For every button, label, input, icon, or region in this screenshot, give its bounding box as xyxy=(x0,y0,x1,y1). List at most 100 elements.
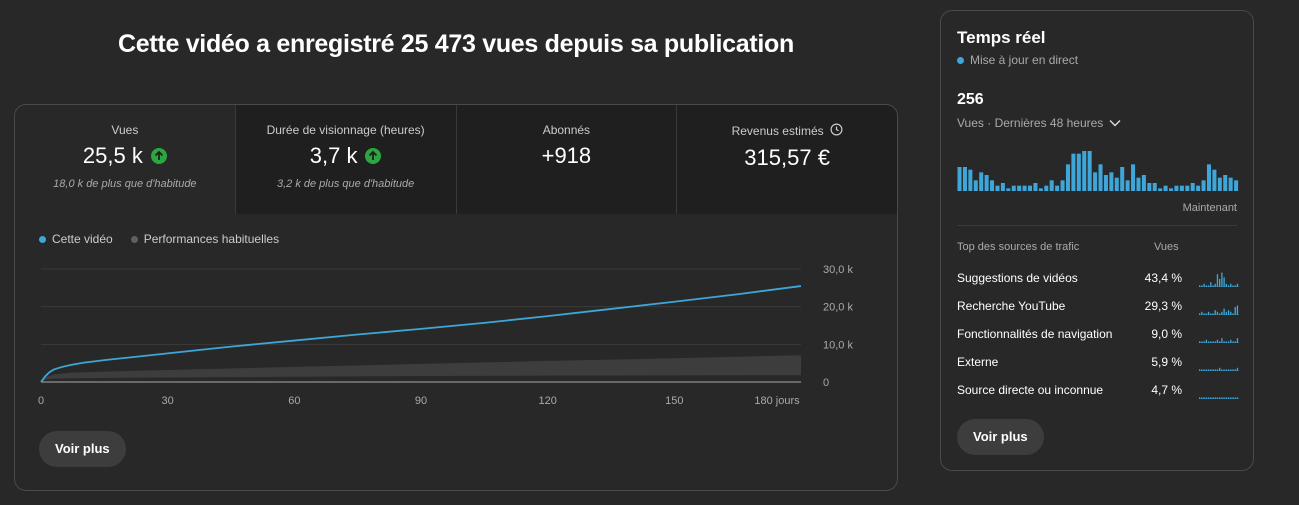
metric-label: Durée de visionnage (heures) xyxy=(266,123,425,137)
realtime-bar xyxy=(1028,185,1033,191)
sparkline-bar xyxy=(1219,397,1221,399)
sparkline-bar xyxy=(1225,341,1227,343)
sparkline-bar xyxy=(1225,369,1227,371)
legend-item-typical: Performances habituelles xyxy=(130,232,279,246)
sparkline-bar xyxy=(1227,310,1230,315)
sparkline-bar xyxy=(1212,313,1214,315)
sparkline-bar xyxy=(1219,313,1221,315)
metric-tab-revenue[interactable]: Revenus estimés 315,57 € xyxy=(677,105,897,214)
realtime-bar xyxy=(1147,183,1152,191)
legend-dot xyxy=(130,235,138,243)
realtime-bar xyxy=(1228,177,1233,191)
metric-label: Vues xyxy=(111,123,139,137)
realtime-bar xyxy=(1179,185,1184,191)
sparkline-bar xyxy=(1230,397,1232,399)
realtime-bar xyxy=(1011,185,1016,191)
realtime-bar-chart xyxy=(957,151,1239,191)
sparkline-bar xyxy=(1219,279,1221,287)
sparkline-bar xyxy=(1201,369,1203,371)
clock-icon xyxy=(830,123,843,139)
sparkline-bar xyxy=(1227,285,1230,287)
sparkline-bar xyxy=(1210,341,1212,343)
y-tick-label: 0 xyxy=(823,377,829,389)
see-more-button[interactable]: Voir plus xyxy=(39,431,126,467)
metric-value: 3,7 k xyxy=(310,143,382,169)
metric-tab-views[interactable]: Vues 25,5 k 18,0 k de plus que d'habitud… xyxy=(15,105,236,214)
sparkline-bar xyxy=(1216,339,1219,343)
metric-note: 3,2 k de plus que d'habitude xyxy=(276,178,415,190)
sparkline-bar xyxy=(1227,369,1230,371)
sparkline-bar xyxy=(1203,369,1205,371)
x-tick-label: 30 xyxy=(162,395,174,407)
realtime-bar xyxy=(1065,164,1070,191)
divider xyxy=(957,225,1237,226)
sparkline-bar xyxy=(1227,397,1230,399)
metric-tab-watch-time[interactable]: Durée de visionnage (heures) 3,7 k 3,2 k… xyxy=(235,105,457,214)
sparkline-bar xyxy=(1219,341,1221,343)
sparkline-bar xyxy=(1225,283,1227,287)
source-sparkline xyxy=(1199,367,1239,371)
sparkline-bar xyxy=(1199,369,1201,371)
sparkline-bar xyxy=(1207,285,1210,287)
realtime-bar xyxy=(1136,177,1141,191)
sparkline-bar xyxy=(1234,397,1236,399)
sparkline-bar xyxy=(1205,397,1207,399)
sparkline-bar xyxy=(1212,397,1214,399)
realtime-bar xyxy=(1125,180,1130,191)
realtime-bar xyxy=(1098,164,1103,191)
legend-item-this-video: Cette vidéo xyxy=(39,232,113,246)
see-more-realtime-button[interactable]: Voir plus xyxy=(957,419,1044,455)
x-tick-label: 0 xyxy=(38,395,44,407)
sparkline-bar xyxy=(1236,305,1239,315)
source-sparkline xyxy=(1199,272,1239,287)
x-tick-label: 180 jours xyxy=(754,395,800,407)
realtime-bar xyxy=(979,172,984,191)
realtime-bar xyxy=(1038,188,1043,191)
sparkline-bar xyxy=(1199,313,1201,315)
sparkline-bar xyxy=(1219,367,1221,371)
realtime-bar xyxy=(1217,177,1222,191)
sparkline-bar xyxy=(1230,369,1232,371)
sparkline-bar xyxy=(1236,367,1239,371)
metric-tab-subscribers[interactable]: Abonnés +918 xyxy=(456,105,678,214)
realtime-bar xyxy=(1076,153,1081,191)
sparkline-bar xyxy=(1205,369,1207,371)
sparkline-bar xyxy=(1223,277,1225,287)
sparkline-bar xyxy=(1201,341,1203,343)
sparkline-bar xyxy=(1214,310,1216,315)
realtime-bar xyxy=(1060,180,1065,191)
realtime-bar xyxy=(990,180,995,191)
metric-value: +918 xyxy=(541,143,592,168)
sparkline-bar xyxy=(1232,313,1234,315)
sparkline-bar xyxy=(1205,339,1207,343)
metric-label: Revenus estimés xyxy=(732,123,843,139)
sparkline-bar xyxy=(1207,311,1210,315)
sparkline-bar xyxy=(1232,285,1234,287)
sparkline-bar xyxy=(1210,282,1212,287)
realtime-title: Temps réel xyxy=(957,28,1046,47)
realtime-bar xyxy=(1103,175,1108,191)
sparkline-bar xyxy=(1221,311,1223,315)
realtime-bar xyxy=(1223,175,1228,191)
sparkline-bar xyxy=(1212,369,1214,371)
realtime-bar xyxy=(1000,183,1005,191)
sparkline-bar xyxy=(1223,341,1225,343)
sparkline-bar xyxy=(1221,369,1223,371)
realtime-bar xyxy=(1114,177,1119,191)
sparkline-bar xyxy=(1234,285,1236,287)
sparkline-bar xyxy=(1207,369,1210,371)
sparkline-bar xyxy=(1214,341,1216,343)
realtime-bar xyxy=(1109,172,1114,191)
sparkline-bar xyxy=(1230,311,1232,315)
sparkline-bar xyxy=(1232,397,1234,399)
realtime-bar xyxy=(962,167,967,191)
sparkline-bar xyxy=(1236,338,1239,343)
sparkline-bar xyxy=(1201,397,1203,399)
realtime-bar xyxy=(1185,185,1190,191)
realtime-bar xyxy=(995,185,1000,191)
sparkline-bar xyxy=(1203,313,1205,315)
realtime-bar xyxy=(1071,153,1076,191)
traffic-source-row: Recherche YouTube 29,3 % xyxy=(957,297,1239,317)
sparkline-bar xyxy=(1205,285,1207,287)
realtime-range-dropdown[interactable]: Vues · Dernières 48 heures xyxy=(957,116,1121,130)
